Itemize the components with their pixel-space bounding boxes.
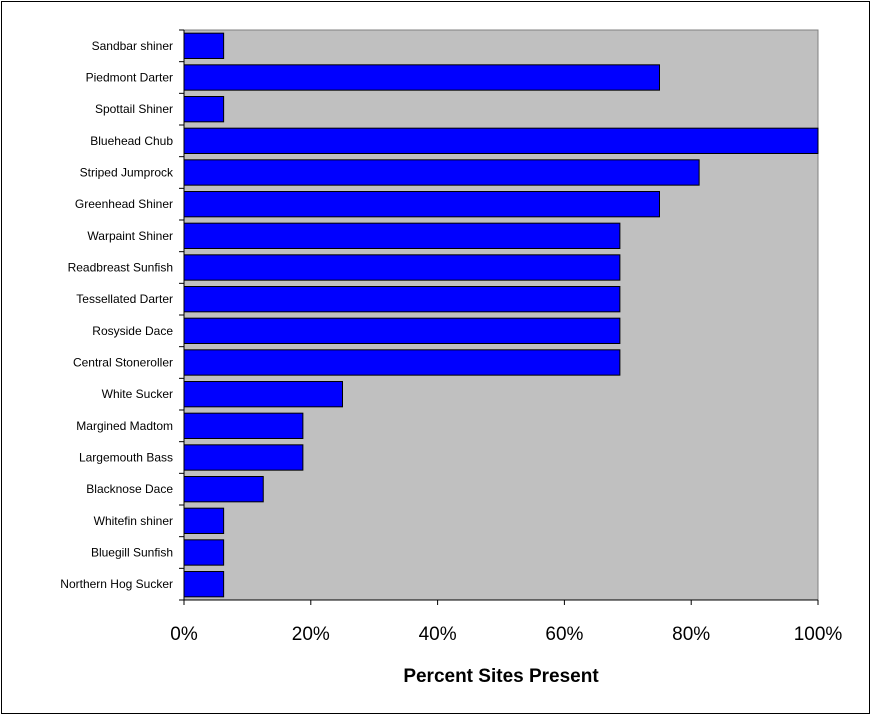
bar-sandbar-shiner xyxy=(183,32,225,59)
category-label: Bluegill Sunfish xyxy=(91,546,173,560)
category-label: White Sucker xyxy=(102,387,173,401)
category-label: Whitefin shiner xyxy=(94,514,173,528)
x-tick-label: 80% xyxy=(672,624,710,645)
category-label: Spottail Shiner xyxy=(95,102,173,116)
category-label: Tessellated Darter xyxy=(76,292,173,306)
category-label: Piedmont Darter xyxy=(86,71,173,85)
x-axis-title: Percent Sites Present xyxy=(403,666,599,687)
bar-bluehead-chub xyxy=(183,127,819,154)
category-label: Rosyside Dace xyxy=(92,324,173,338)
category-label: Largemouth Bass xyxy=(79,451,173,465)
bars xyxy=(183,32,819,598)
category-label: Readbreast Sunfish xyxy=(68,261,173,275)
bar-northern-hog-sucker xyxy=(183,571,225,598)
category-label: Warpaint Shiner xyxy=(87,229,173,243)
x-axis-ticks xyxy=(183,600,819,605)
bar-readbreast-sunfish xyxy=(183,254,621,281)
bar-piedmont-darter xyxy=(183,64,660,91)
plot-area xyxy=(183,29,819,601)
bar-tessellated-darter xyxy=(183,286,621,313)
bar-bluegill-sunfish xyxy=(183,539,225,566)
bar-whitefin-shiner xyxy=(183,507,225,535)
bar-rosyside-dace xyxy=(183,317,621,345)
category-label: Greenhead Shiner xyxy=(75,197,173,211)
category-label: Central Stoneroller xyxy=(73,356,173,370)
x-tick-label: 100% xyxy=(794,624,843,645)
bar-white-sucker xyxy=(183,381,343,408)
category-label: Bluehead Chub xyxy=(90,134,173,148)
x-tick-label: 20% xyxy=(292,624,330,645)
category-label: Northern Hog Sucker xyxy=(60,577,173,591)
bar-blacknose-dace xyxy=(183,476,264,503)
bar-central-stoneroller xyxy=(183,349,621,376)
x-tick-labels: 0% 20% 40% 60% 80% 100% xyxy=(170,624,842,645)
x-tick-label: 40% xyxy=(419,624,457,645)
bar-warpaint-shiner xyxy=(183,222,621,249)
bar-largemouth-bass xyxy=(183,444,304,471)
y-axis-ticks xyxy=(179,29,184,601)
x-tick-label: 0% xyxy=(170,624,198,645)
category-label: Blacknose Dace xyxy=(86,482,173,496)
category-label: Margined Madtom xyxy=(76,419,173,433)
bar-spottail-shiner xyxy=(183,96,225,123)
bar-striped-jumprock xyxy=(183,159,700,186)
category-label: Striped Jumprock xyxy=(80,166,174,180)
bar-greenhead-shiner xyxy=(183,191,660,218)
x-tick-label: 60% xyxy=(545,624,583,645)
category-label: Sandbar shiner xyxy=(92,39,173,53)
category-labels: Sandbar shiner Piedmont Darter Spottail Sh… xyxy=(60,39,174,591)
bar-margined-madtom xyxy=(183,412,304,440)
